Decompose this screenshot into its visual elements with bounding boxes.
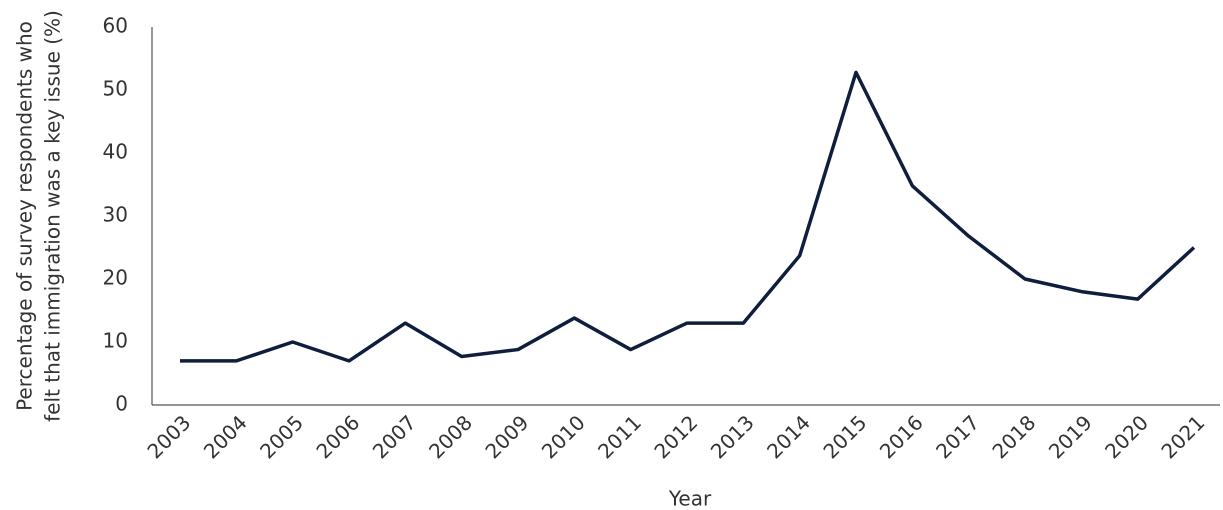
x-tick-label: 2019	[1044, 410, 1097, 463]
y-tick-label: 0	[115, 392, 128, 416]
x-tick-label: 2005	[255, 410, 308, 463]
x-tick-label: 2004	[199, 410, 252, 463]
data-line	[180, 70, 1196, 363]
x-tick-label: 2016	[875, 410, 928, 463]
y-axis-label: felt that immigration was a key issue (%…	[41, 10, 65, 422]
x-tick-label: 2021	[1156, 410, 1209, 463]
y-tick-label: 30	[103, 203, 128, 227]
x-tick-label: 2014	[762, 410, 815, 463]
x-tick-label: 2011	[593, 410, 646, 463]
x-tick-label: 2008	[424, 410, 477, 463]
x-tick-label: 2009	[480, 410, 533, 463]
x-tick-label: 2007	[368, 410, 421, 463]
y-tick-label: 40	[103, 140, 128, 164]
x-axis-label: Year	[668, 487, 712, 510]
x-tick-label: 2013	[706, 410, 759, 463]
y-tick-label: 50	[103, 77, 128, 101]
x-tick-label: 2006	[311, 410, 364, 463]
x-tick-label: 2015	[818, 410, 871, 463]
x-tick-label: 2012	[649, 410, 702, 463]
y-axis-label: Percentage of survey respondents who	[13, 21, 37, 411]
x-tick-label: 2003	[142, 410, 195, 463]
x-tick-label: 2020	[1100, 410, 1153, 463]
y-tick-label: 10	[103, 329, 128, 353]
x-tick-label: 2017	[931, 410, 984, 463]
x-tick-label: 2018	[987, 410, 1040, 463]
y-tick-label: 20	[103, 266, 128, 290]
y-tick-label: 60	[103, 14, 128, 38]
x-tick-label: 2010	[537, 410, 590, 463]
